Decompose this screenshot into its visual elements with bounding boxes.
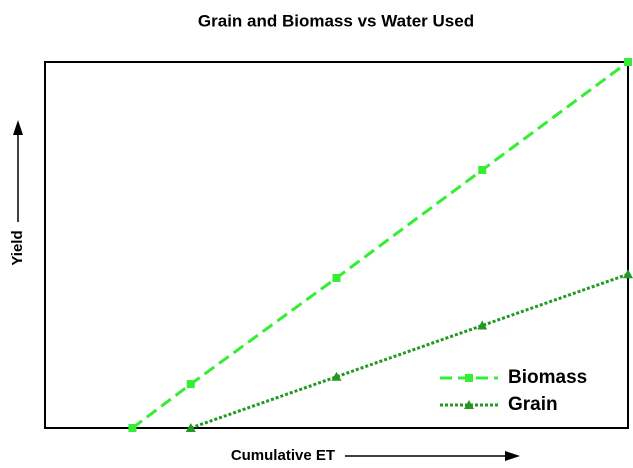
marker	[623, 269, 633, 279]
marker	[332, 273, 341, 282]
chart-title: Grain and Biomass vs Water Used	[198, 11, 474, 30]
marker	[186, 380, 195, 389]
marker	[331, 371, 342, 381]
marker	[478, 165, 487, 174]
legend-label: Grain	[508, 394, 558, 415]
marker	[128, 424, 137, 432]
legend-label: Biomass	[508, 367, 587, 388]
marker	[185, 423, 196, 432]
plot-frame	[44, 61, 629, 429]
marker	[477, 320, 488, 330]
x-axis-label: Cumulative ET	[231, 447, 335, 464]
y-arrow	[13, 120, 23, 222]
x-arrow	[345, 451, 520, 461]
y-axis-label: Yield	[9, 230, 26, 265]
marker	[624, 58, 632, 66]
marker	[465, 374, 473, 382]
marker	[464, 400, 474, 409]
series-line	[190, 272, 629, 430]
